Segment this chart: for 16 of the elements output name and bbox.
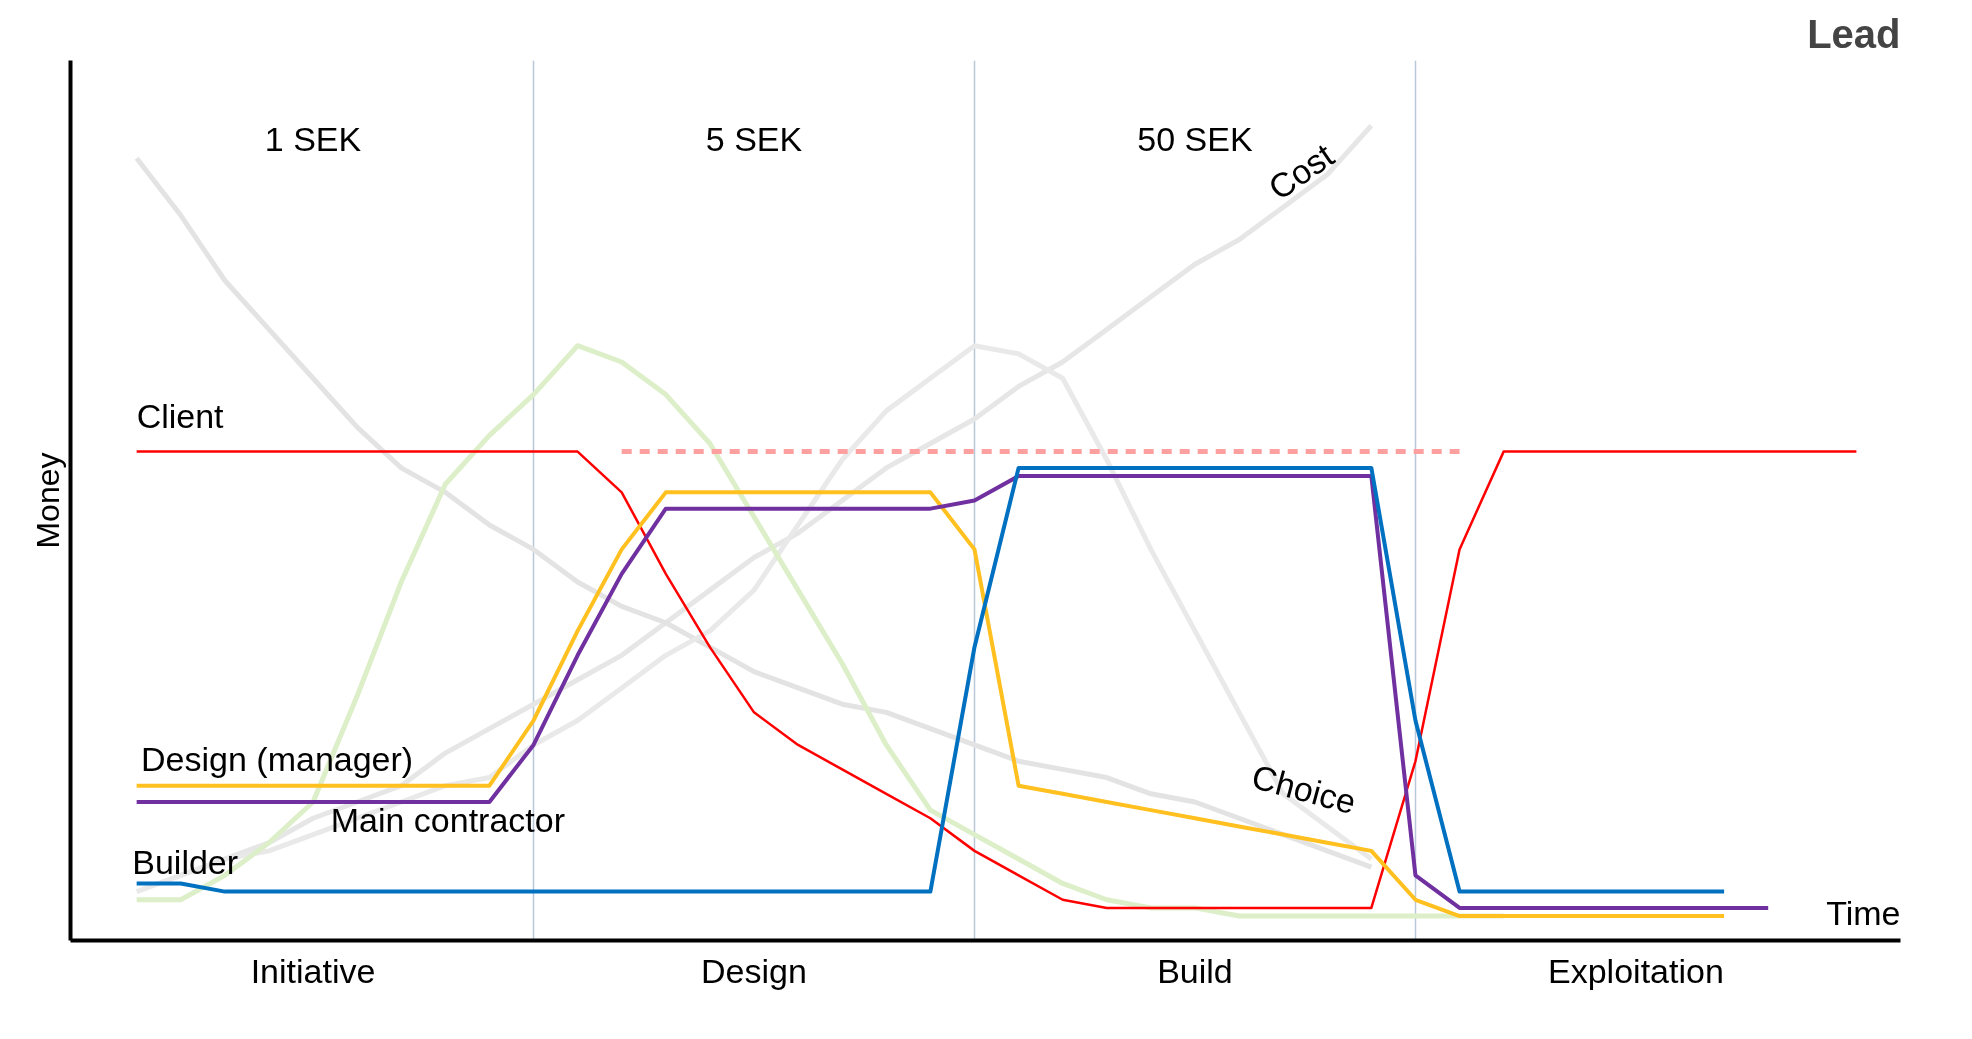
x-axis-title: Time [1826, 894, 1901, 933]
y-axis-title: Money [29, 452, 66, 549]
annotation: 1 SEK [264, 120, 362, 159]
annotation: 5 SEK [705, 120, 803, 159]
text: Choice [1247, 757, 1360, 822]
chart-title: Lead [1807, 11, 1901, 56]
x-tick-label: Build [1157, 951, 1233, 990]
annotation: 50 SEK [1137, 120, 1253, 159]
series-label: Client [136, 397, 225, 436]
text: Cost [1261, 135, 1341, 208]
series-label: Design (manager) [141, 739, 414, 778]
x-tick-label: Initiative [250, 951, 376, 990]
x-tick-label: Design [701, 951, 807, 990]
series-label: Builder [132, 843, 239, 882]
series-label: Main contractor [330, 800, 565, 839]
x-tick-label: Exploitation [1548, 951, 1724, 990]
